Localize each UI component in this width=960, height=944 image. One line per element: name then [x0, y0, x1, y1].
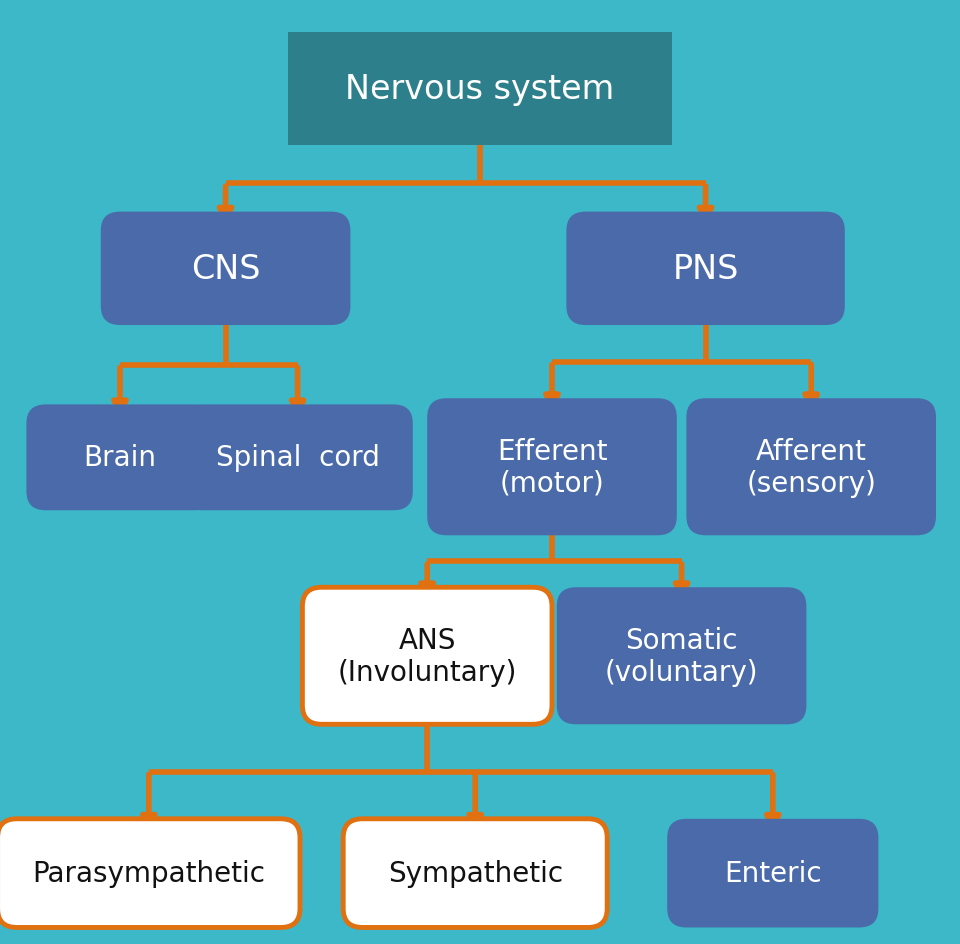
FancyBboxPatch shape [686, 398, 936, 536]
FancyBboxPatch shape [26, 405, 213, 511]
Text: Efferent
(motor): Efferent (motor) [496, 437, 608, 497]
FancyBboxPatch shape [427, 398, 677, 536]
Text: Parasympathetic: Parasympathetic [33, 859, 265, 887]
FancyBboxPatch shape [302, 587, 552, 725]
Text: ANS
(Involuntary): ANS (Involuntary) [338, 626, 516, 686]
Text: PNS: PNS [672, 253, 739, 285]
FancyBboxPatch shape [0, 819, 300, 927]
Text: Sympathetic: Sympathetic [388, 859, 563, 887]
Text: Afferent
(sensory): Afferent (sensory) [746, 437, 876, 497]
Text: Nervous system: Nervous system [346, 74, 614, 106]
FancyBboxPatch shape [288, 33, 672, 146]
FancyBboxPatch shape [101, 212, 350, 326]
FancyBboxPatch shape [667, 819, 878, 927]
Text: Enteric: Enteric [724, 859, 822, 887]
Text: Spinal  cord: Spinal cord [216, 444, 379, 472]
Text: Brain: Brain [84, 444, 156, 472]
Text: CNS: CNS [191, 253, 260, 285]
FancyBboxPatch shape [566, 212, 845, 326]
FancyBboxPatch shape [344, 819, 607, 927]
FancyBboxPatch shape [182, 405, 413, 511]
Text: Somatic
(voluntary): Somatic (voluntary) [605, 626, 758, 686]
FancyBboxPatch shape [557, 587, 806, 725]
